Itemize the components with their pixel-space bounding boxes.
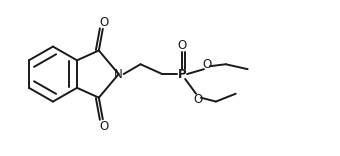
Text: O: O bbox=[99, 120, 108, 133]
Text: O: O bbox=[177, 39, 187, 52]
Text: O: O bbox=[202, 58, 211, 71]
Text: O: O bbox=[99, 15, 108, 29]
Text: N: N bbox=[114, 68, 123, 80]
Text: O: O bbox=[193, 93, 203, 106]
Text: P: P bbox=[178, 68, 186, 80]
